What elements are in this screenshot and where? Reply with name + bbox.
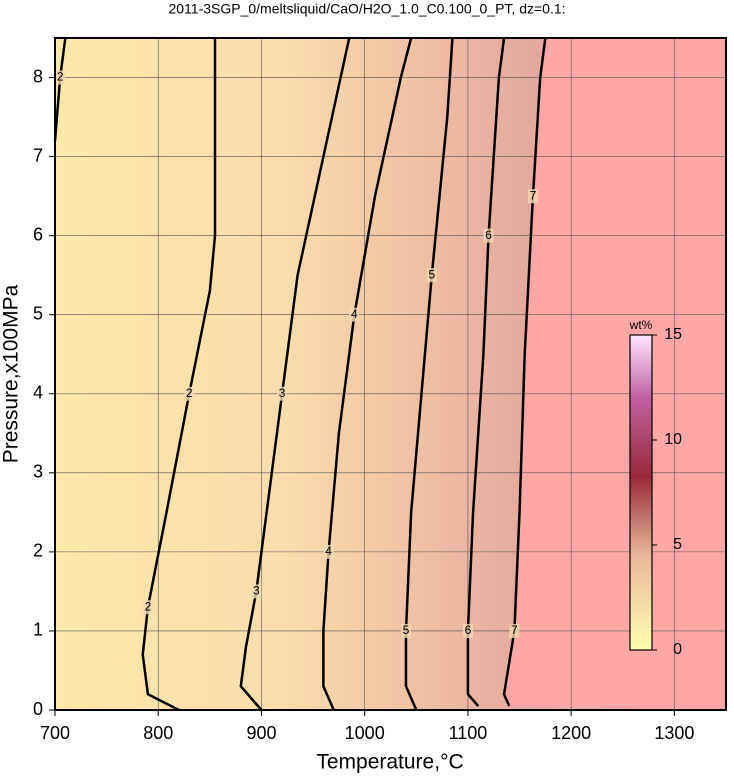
y-tick-label: 3 [33, 462, 43, 482]
x-tick-label: 1200 [551, 723, 591, 743]
contour-label: 6 [465, 623, 472, 637]
x-tick-label: 800 [143, 723, 173, 743]
contour-label-bg [349, 307, 360, 322]
contour-label: 4 [325, 544, 332, 558]
colorbar-tick-label: 15 [664, 326, 682, 343]
saturated-region [504, 38, 726, 710]
contour-line [141, 38, 217, 712]
x-tick-label: 1300 [654, 723, 694, 743]
y-tick-label: 7 [33, 145, 43, 165]
y-tick-label: 0 [33, 699, 43, 719]
plot-frame [54, 37, 727, 711]
y-tick-label: 4 [33, 383, 43, 403]
contour-label: 4 [351, 307, 358, 321]
colorbar-tick-label: 10 [664, 431, 682, 448]
x-tick-label: 700 [40, 723, 70, 743]
contour-label: 5 [428, 267, 435, 281]
contour-label-bg [400, 623, 411, 638]
contour-label-bg [426, 268, 437, 283]
contour-label: 6 [485, 228, 492, 242]
contour-label: 3 [253, 584, 260, 598]
contour-label-bg [277, 386, 288, 401]
y-tick-label: 6 [33, 224, 43, 244]
contour-label-bg [483, 228, 494, 243]
y-tick-label: 1 [33, 620, 43, 640]
colorbar-tick-label: 5 [673, 536, 682, 553]
contour-label: 2 [186, 386, 193, 400]
contour-line [404, 37, 454, 711]
y-tick-label: 8 [33, 66, 43, 86]
y-axis-label: Pressure,x100MPa [0, 284, 23, 463]
contour-line [322, 37, 413, 711]
contour-label-bg [527, 189, 538, 204]
contour-label: 2 [57, 70, 64, 84]
contour-label-bg [55, 70, 66, 85]
colorbar-tick-label: 0 [673, 641, 682, 658]
contour-label: 2 [145, 599, 152, 613]
contour-label: 7 [530, 188, 537, 202]
colorbar-label: wt% [629, 318, 653, 332]
x-tick-label: 900 [246, 723, 276, 743]
contour-label-bg [184, 386, 195, 401]
contour-label-bg [142, 600, 153, 615]
y-tick-label: 2 [33, 541, 43, 561]
x-axis-label: Temperature,°C [316, 751, 463, 774]
contour-line [239, 37, 351, 711]
contour-label: 3 [279, 386, 286, 400]
contour-label-bg [323, 544, 334, 559]
contour-label-bg [251, 584, 262, 599]
contour-line [466, 37, 506, 707]
x-tick-label: 1000 [345, 723, 385, 743]
y-tick-label: 5 [33, 303, 43, 323]
contour-label: 7 [511, 623, 518, 637]
colorbar [629, 334, 653, 651]
contour-line [502, 37, 547, 707]
contour-label-bg [462, 623, 473, 638]
x-tick-label: 1100 [449, 723, 488, 743]
chart-title: 2011-3SGP_0/meltsliquid/CaO/H2O_1.0_C0.1… [168, 1, 565, 17]
contour-label: 5 [403, 623, 410, 637]
contour-label-bg [509, 623, 520, 638]
